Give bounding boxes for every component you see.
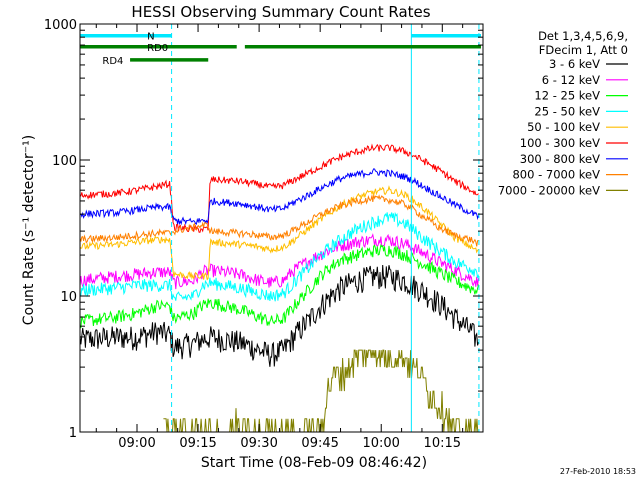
legend-label-8: 800 - 7000 keV [512, 168, 600, 182]
legend-label-7: 300 - 800 keV [520, 152, 600, 166]
series-line-4 [80, 211, 479, 302]
legend-label-4: 25 - 50 keV [534, 104, 600, 118]
legend-label-6: 100 - 300 keV [520, 136, 600, 150]
series-line-7 [80, 168, 479, 226]
y-tick-label-1: 1 [69, 426, 77, 441]
y-tick-label-4: 1000 [44, 18, 77, 33]
series-line-8 [80, 194, 479, 247]
legend-label-3: 12 - 25 keV [534, 89, 600, 103]
legend-label-5: 50 - 100 keV [527, 120, 600, 134]
series-line-3 [80, 243, 479, 329]
plot-frame [79, 23, 484, 433]
series-line-2 [80, 233, 479, 290]
y-tick-label-3: 100 [52, 154, 77, 169]
legend: Det 1,3,4,5,6,9, FDecim 1, Att 0 3 - 6 k… [498, 29, 628, 197]
flag-label-rd0: RD0 [147, 43, 168, 54]
y-axis-title: Count Rate (s⁻¹ detector⁻¹) [21, 135, 37, 325]
series-group [80, 143, 479, 432]
x-tick-label-2: 09:15 [179, 436, 216, 451]
legend-header-line-1: Det 1,3,4,5,6,9, [538, 29, 628, 43]
legend-label-1: 3 - 6 keV [549, 57, 600, 71]
x-tick-label-3: 09:30 [240, 436, 277, 451]
legend-label-9: 7000 - 20000 keV [498, 183, 600, 197]
flag-label-rd4: RD4 [102, 56, 123, 67]
flag-label-n: N [147, 32, 154, 43]
chart-title: HESSI Observing Summary Count Rates [131, 3, 430, 21]
x-tick-label-6: 10:15 [424, 436, 461, 451]
y-tick-label-2: 10 [60, 290, 77, 305]
series-line-5 [80, 185, 479, 281]
x-axis-title: Start Time (08-Feb-09 08:46:42) [201, 455, 427, 471]
legend-label-2: 6 - 12 keV [542, 73, 600, 87]
series-line-9 [163, 349, 479, 432]
legend-header-line-2: FDecim 1, Att 0 [539, 43, 628, 57]
x-tick-label-1: 09:00 [118, 436, 155, 451]
series-line-1 [80, 264, 479, 367]
timestamp-stamp: 27-Feb-2010 18:53 [560, 467, 636, 476]
x-tick-label-4: 09:45 [301, 436, 338, 451]
x-tick-label-5: 10:00 [362, 436, 399, 451]
series-line-6 [80, 143, 479, 233]
